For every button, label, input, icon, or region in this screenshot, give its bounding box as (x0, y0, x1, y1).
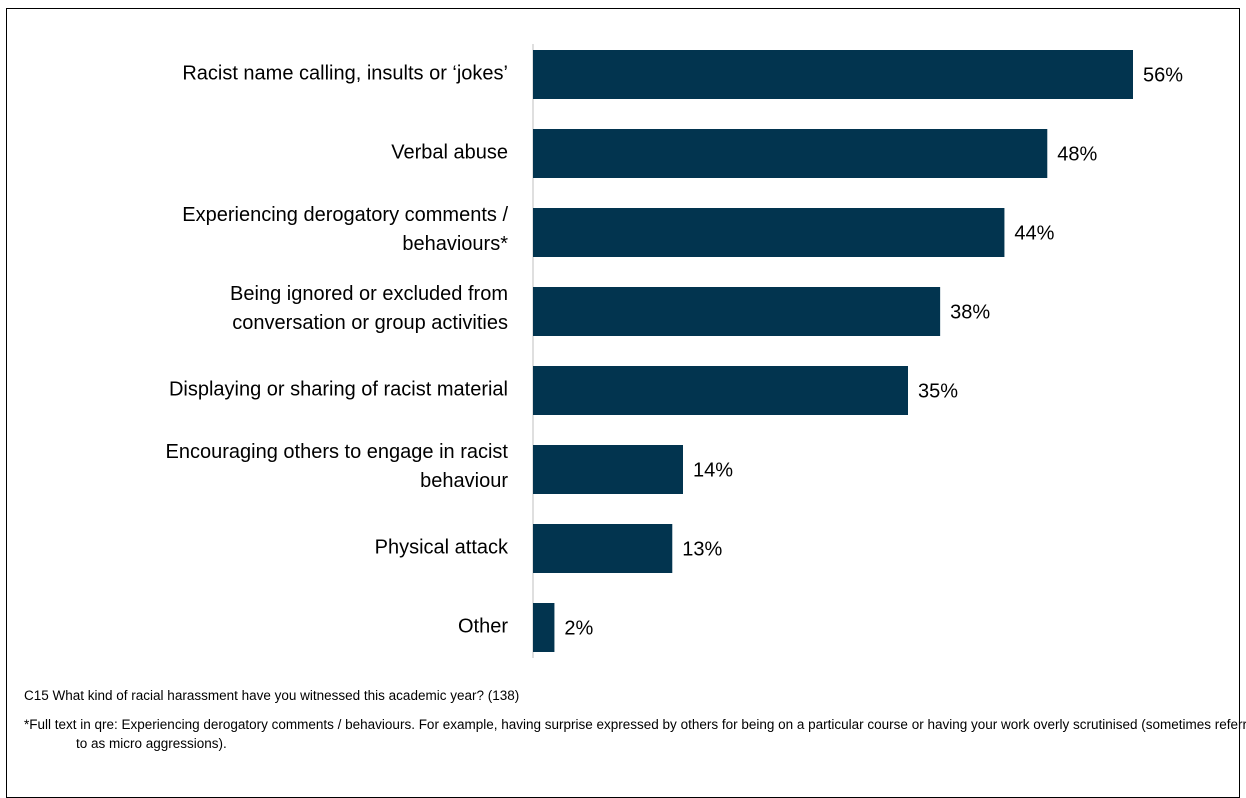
bar-chart: 56% Racist name calling, insults or ‘joke… (166, 44, 1183, 658)
bar-2 (533, 208, 1005, 257)
category-label-5: Encouraging others to engage in racist be… (166, 441, 509, 492)
bar-5 (533, 445, 683, 494)
bar-7 (533, 603, 555, 652)
value-label-3: 38% (950, 302, 990, 324)
category-label-7: Other (458, 616, 508, 638)
category-label-4: Displaying or sharing of racist material (169, 379, 508, 401)
value-label-1: 48% (1057, 144, 1097, 166)
value-label-4: 35% (918, 381, 958, 403)
value-label-0: 56% (1143, 65, 1183, 87)
category-label-2: Experiencing derogatory comments / behavi… (182, 204, 508, 255)
bar-3 (533, 287, 941, 336)
category-label-6: Physical attack (375, 537, 509, 559)
value-label-2: 44% (1014, 223, 1054, 245)
bar-6 (533, 524, 673, 573)
question-footnote: C15 What kind of racial harassment have … (24, 688, 520, 703)
full-text-footnote: *Full text in qre: Experiencing derogato… (24, 717, 1246, 751)
value-label-6: 13% (682, 539, 722, 561)
value-label-7: 2% (564, 618, 593, 640)
bar-4 (533, 366, 908, 415)
category-label-1: Verbal abuse (391, 142, 508, 164)
category-label-3: Being ignored or excluded from conversati… (230, 283, 508, 334)
bar-1 (533, 129, 1048, 178)
bar-0 (533, 50, 1133, 99)
value-label-5: 14% (693, 460, 733, 482)
category-label-0: Racist name calling, insults or ‘jokes’ (182, 63, 508, 85)
